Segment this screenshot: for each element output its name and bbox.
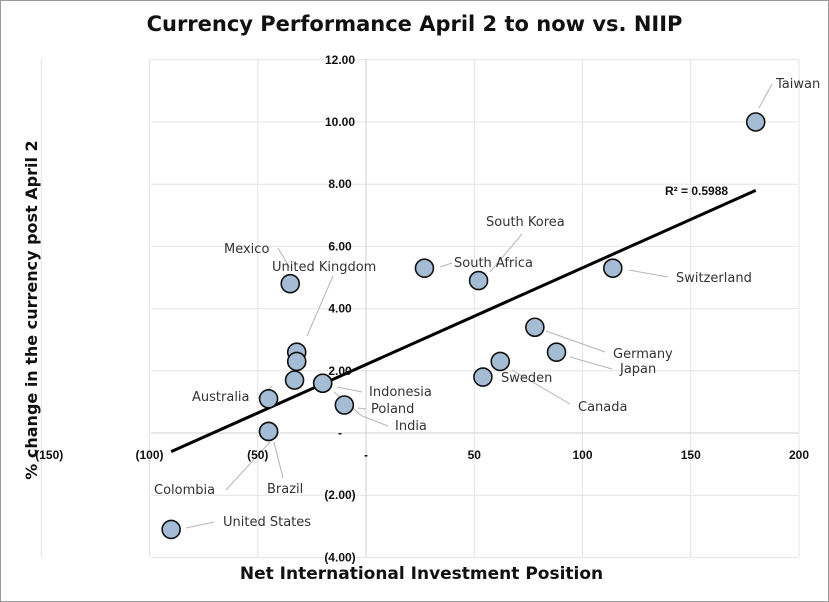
x-tick-label: (100) xyxy=(135,448,163,462)
y-tick-label: 10.00 xyxy=(325,115,355,129)
data-point xyxy=(546,342,567,362)
r-squared-label: R² = 0.5988 xyxy=(665,184,728,198)
point-label: Colombia xyxy=(154,483,215,498)
data-point xyxy=(284,370,305,390)
leader-line xyxy=(545,330,606,353)
data-point xyxy=(603,258,623,278)
label-leaders xyxy=(185,83,773,529)
y-tick-label: 6.00 xyxy=(328,239,352,253)
point-label: Sweden xyxy=(501,371,552,386)
point-label: Switzerland xyxy=(676,271,752,286)
leader-line xyxy=(357,407,367,410)
data-point xyxy=(258,421,279,442)
y-tick-label: - xyxy=(338,426,342,440)
y-axis-title: % change in the currency post April 2 xyxy=(22,140,41,480)
point-label: Germany xyxy=(613,347,673,362)
point-label: Poland xyxy=(371,402,414,417)
leader-line xyxy=(306,275,334,337)
point-label: Indonesia xyxy=(369,385,432,400)
x-tick-label: 100 xyxy=(572,448,592,462)
y-tick-label: 8.00 xyxy=(328,177,352,191)
data-points xyxy=(161,112,766,540)
data-point xyxy=(312,373,333,394)
point-label: Australia xyxy=(192,390,250,405)
point-label: India xyxy=(395,419,427,434)
leader-line xyxy=(511,369,571,405)
leader-line xyxy=(336,386,363,393)
point-label: Brazil xyxy=(267,482,303,497)
trendline-group: R² = 0.5988 xyxy=(170,184,757,454)
leader-line xyxy=(758,83,773,109)
point-label: Mexico xyxy=(224,242,269,257)
point-labels: Taiwan Switzerland South Korea South Africa… xyxy=(154,77,820,530)
data-point xyxy=(258,388,279,409)
leader-line xyxy=(273,441,284,479)
point-label: Japan xyxy=(619,362,656,377)
point-label: Taiwan xyxy=(775,77,820,92)
x-tick-label: 200 xyxy=(789,448,809,462)
trendline xyxy=(170,189,757,454)
y-tick-label: (4.00) xyxy=(324,550,355,564)
x-tick-label: (50) xyxy=(247,448,268,462)
y-tick-label: (2.00) xyxy=(324,488,355,502)
axis-ticks: 12.00 10.00 8.00 6.00 4.00 2.00 - (2.00) (4.00) (… xyxy=(35,53,809,565)
data-point xyxy=(161,519,181,540)
point-label: United Kingdom xyxy=(272,260,376,275)
x-tick-label: 150 xyxy=(681,448,701,462)
y-tick-label: 2.00 xyxy=(328,364,352,378)
leader-line xyxy=(439,262,453,268)
x-axis-title: Net International Investment Position xyxy=(239,564,604,584)
leader-line xyxy=(628,269,669,278)
y-tick-label: 12.00 xyxy=(325,53,355,67)
leader-line xyxy=(225,441,271,491)
point-label: United States xyxy=(223,515,311,530)
point-label: South Africa xyxy=(454,256,533,271)
data-point xyxy=(468,270,489,291)
grid xyxy=(40,59,800,558)
data-point xyxy=(280,273,301,294)
y-tick-label: 4.00 xyxy=(328,302,352,316)
leader-line xyxy=(277,247,291,269)
chart-title: Currency Performance April 2 to now vs. … xyxy=(146,12,683,36)
leader-line xyxy=(489,233,523,273)
data-point xyxy=(745,112,766,132)
point-label: South Korea xyxy=(486,215,565,230)
data-point xyxy=(490,351,511,372)
x-tick-label: (150) xyxy=(35,448,63,462)
leader-line xyxy=(569,356,613,370)
leader-line xyxy=(185,521,215,529)
data-point xyxy=(414,258,435,278)
data-point xyxy=(286,351,307,372)
data-point xyxy=(473,367,493,387)
point-label: Canada xyxy=(578,400,627,415)
x-tick-label: 50 xyxy=(468,448,482,462)
data-point xyxy=(334,395,355,415)
x-tick-label: - xyxy=(364,448,368,462)
data-point xyxy=(525,317,545,338)
